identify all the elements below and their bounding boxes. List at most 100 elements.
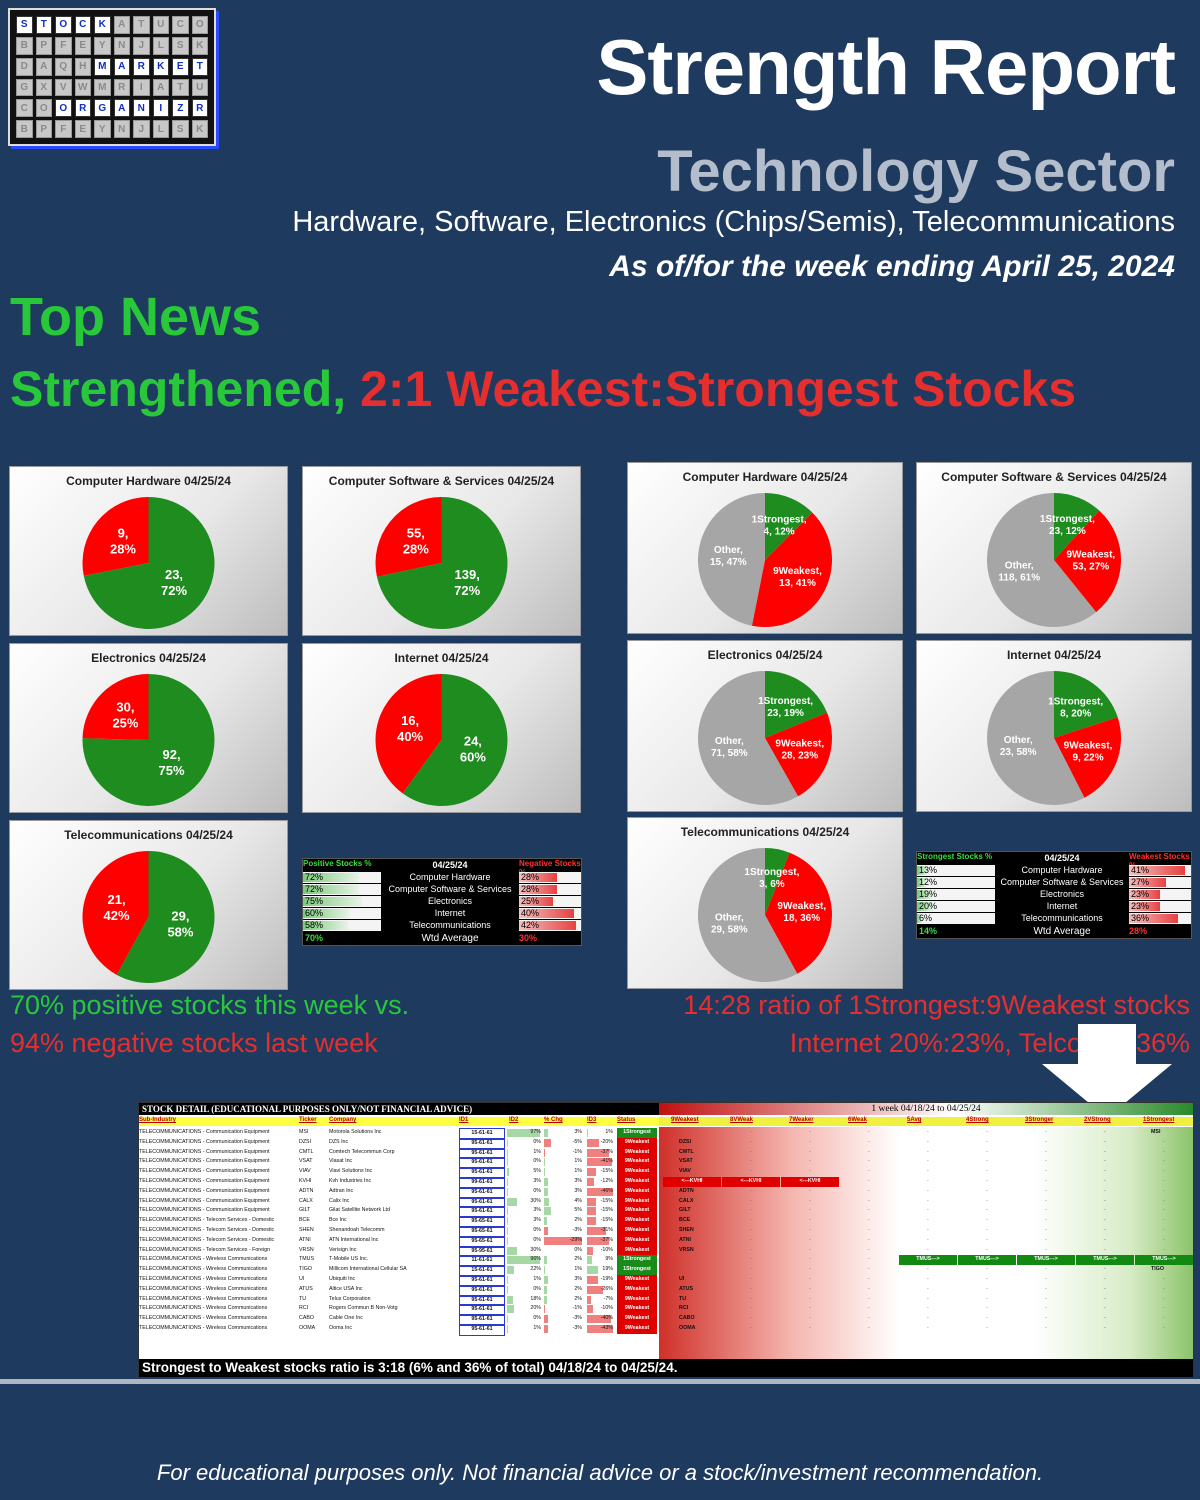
id2-cell: 22% (530, 1266, 541, 1273)
chg-cell: -3% (572, 1315, 582, 1322)
table-row[interactable]: TELECOMMUNICATIONS - Wireless Communicat… (139, 1314, 1193, 1326)
detail-column-header[interactable]: Status (617, 1117, 636, 1123)
detail-strength-header[interactable]: 3Stronger (1025, 1117, 1054, 1123)
strength-ticker: GILT (679, 1207, 691, 1214)
table-row[interactable]: TELECOMMUNICATIONS - Communication Equip… (139, 1128, 1193, 1140)
table-row[interactable]: TELECOMMUNICATIONS - Wireless Communicat… (139, 1294, 1193, 1307)
table-row[interactable]: TELECOMMUNICATIONS - Wireless Communicat… (139, 1284, 1193, 1297)
strength-dot: - (927, 1285, 929, 1292)
sector-title: Technology Sector (657, 139, 1175, 204)
strength-dot: - (1045, 1315, 1047, 1322)
table-row[interactable]: TELECOMMUNICATIONS - Communication Equip… (139, 1186, 1193, 1199)
table-row[interactable]: TELECOMMUNICATIONS - Communication Equip… (139, 1196, 1193, 1209)
detail-column-header[interactable]: Ticker (299, 1117, 317, 1123)
chg-cell: -1% (572, 1305, 582, 1312)
sub-industry-cell: TELECOMMUNICATIONS - Communication Equip… (139, 1158, 270, 1165)
sub-industry-cell: TELECOMMUNICATIONS - Wireless Communicat… (139, 1256, 268, 1263)
table-row[interactable]: TELECOMMUNICATIONS - Telecom Services - … (139, 1226, 1193, 1238)
summary-row: 13% Computer Hardware 41% (917, 864, 1191, 876)
detail-strength-header[interactable]: 2VStrong (1084, 1117, 1111, 1123)
summary-row: 19% Electronics 23% (917, 888, 1191, 900)
table-row[interactable]: TELECOMMUNICATIONS - Telecom Services - … (139, 1245, 1193, 1258)
id3-cell: -31% (600, 1227, 613, 1233)
sub-industry-cell: TELECOMMUNICATIONS - Communication Equip… (139, 1187, 270, 1194)
sub-industry-cell: TELECOMMUNICATIONS - Wireless Communicat… (139, 1305, 268, 1312)
chg-cell: -5% (572, 1138, 582, 1145)
summary-row: 72% Computer Software & Services 28% (303, 883, 581, 895)
summary-left-cell: 12% (917, 876, 995, 888)
table-row[interactable]: TELECOMMUNICATIONS - Communication Equip… (139, 1147, 1193, 1160)
id1-cell: 95-61-61 (459, 1284, 505, 1297)
logo-tile: O (191, 16, 208, 34)
summary-right-cell: 42% (519, 919, 581, 931)
strength-dot: - (1163, 1285, 1165, 1292)
ticker-cell: BCE (299, 1217, 310, 1224)
summary-right-cell: 25% (519, 895, 581, 907)
detail-column-header[interactable]: % Chg (544, 1117, 563, 1123)
summary-left-bar (917, 913, 922, 923)
table-row[interactable]: TELECOMMUNICATIONS - Communication Equip… (139, 1157, 1193, 1170)
strength-dot: - (1163, 1187, 1165, 1194)
table-row[interactable]: TELECOMMUNICATIONS - Wireless Communicat… (139, 1324, 1193, 1336)
logo-tile: Q (55, 57, 72, 76)
table-row[interactable]: TELECOMMUNICATIONS - Wireless Communicat… (139, 1304, 1193, 1317)
detail-strength-header[interactable]: 1Strongest (1143, 1117, 1175, 1123)
strength-ticker: DZSI (679, 1138, 692, 1145)
strength-dot: - (868, 1197, 870, 1204)
strength-dot: - (986, 1295, 988, 1302)
table-row[interactable]: TELECOMMUNICATIONS - Communication Equip… (139, 1177, 1193, 1189)
pie-panel-software: Computer Software & Services 04/25/24 55,… (302, 466, 581, 636)
summary-left-value: 58% (305, 919, 324, 930)
id2-cell: 20% (530, 1305, 541, 1312)
sub-industry-cell: TELECOMMUNICATIONS - Communication Equip… (139, 1129, 270, 1135)
detail-column-header[interactable]: ID3 (587, 1117, 597, 1123)
pie-slice-green (83, 497, 215, 629)
detail-strength-header[interactable]: 4Strong (966, 1117, 989, 1123)
company-cell: Viasat Inc (329, 1158, 353, 1165)
strength-dot: - (691, 1266, 693, 1273)
strength-move-marker: TMUS---> (958, 1255, 1016, 1266)
table-row[interactable]: TELECOMMUNICATIONS - Communication Equip… (139, 1137, 1193, 1150)
summary-right-bar (1129, 913, 1179, 923)
detail-strength-header[interactable]: 7Weaker (789, 1117, 814, 1123)
status-badge: 9Weakest (617, 1275, 657, 1285)
table-row[interactable]: TELECOMMUNICATIONS - Communication Equip… (139, 1167, 1193, 1179)
status-badge: 9Weakest (617, 1147, 657, 1158)
top-news-label: Top News (10, 287, 262, 347)
detail-column-header[interactable]: Company (329, 1117, 357, 1123)
strength-dot: - (809, 1325, 811, 1331)
strength-dot: - (986, 1246, 988, 1253)
id3-bar (587, 1285, 603, 1294)
detail-column-header[interactable]: ID1 (459, 1117, 469, 1123)
table-row[interactable]: TELECOMMUNICATIONS - Communication Equip… (139, 1206, 1193, 1219)
detail-strength-header[interactable]: 9Weakest (671, 1117, 699, 1123)
id2-cell: 0% (533, 1236, 541, 1243)
table-row[interactable]: TELECOMMUNICATIONS - Wireless Communicat… (139, 1275, 1193, 1287)
detail-strength-header[interactable]: 6Weak (848, 1117, 867, 1123)
ticker-cell: KVHI (299, 1178, 312, 1184)
detail-column-header[interactable]: ID2 (509, 1117, 519, 1123)
chg-bar (544, 1325, 548, 1333)
sub-industry-cell: TELECOMMUNICATIONS - Wireless Communicat… (139, 1276, 268, 1282)
id1-cell: 95-65-61 (459, 1226, 505, 1238)
table-row[interactable]: TELECOMMUNICATIONS - Telecom Services - … (139, 1216, 1193, 1228)
table-row[interactable]: TELECOMMUNICATIONS - Wireless Communicat… (139, 1265, 1193, 1277)
table-row[interactable]: TELECOMMUNICATIONS - Wireless Communicat… (139, 1255, 1193, 1268)
id2-bar (507, 1315, 508, 1324)
detail-column-header[interactable]: Sub-Industry (139, 1117, 176, 1123)
company-cell: Comtech Telecommun Corp (329, 1148, 395, 1155)
detail-strength-header[interactable]: 8VWeak (730, 1117, 753, 1123)
pie-data-label: 23, (165, 567, 183, 582)
pie-panel-electronics-strength: Electronics 04/25/24 1Strongest, 23, 19% 9W… (627, 640, 903, 812)
strength-dot: - (1104, 1305, 1106, 1312)
id2-cell: 30% (530, 1246, 541, 1253)
logo-tile: N (113, 120, 130, 138)
id3-bar (587, 1305, 593, 1314)
summary-right-bar (1129, 889, 1161, 899)
sub-industry-cell: TELECOMMUNICATIONS - Wireless Communicat… (139, 1266, 268, 1273)
chg-cell: 5% (574, 1207, 582, 1214)
strength-dot: - (868, 1227, 870, 1233)
table-row[interactable]: TELECOMMUNICATIONS - Telecom Services - … (139, 1235, 1193, 1248)
detail-strength-header[interactable]: 5Avg (907, 1117, 922, 1123)
logo-tile: C (172, 16, 189, 34)
